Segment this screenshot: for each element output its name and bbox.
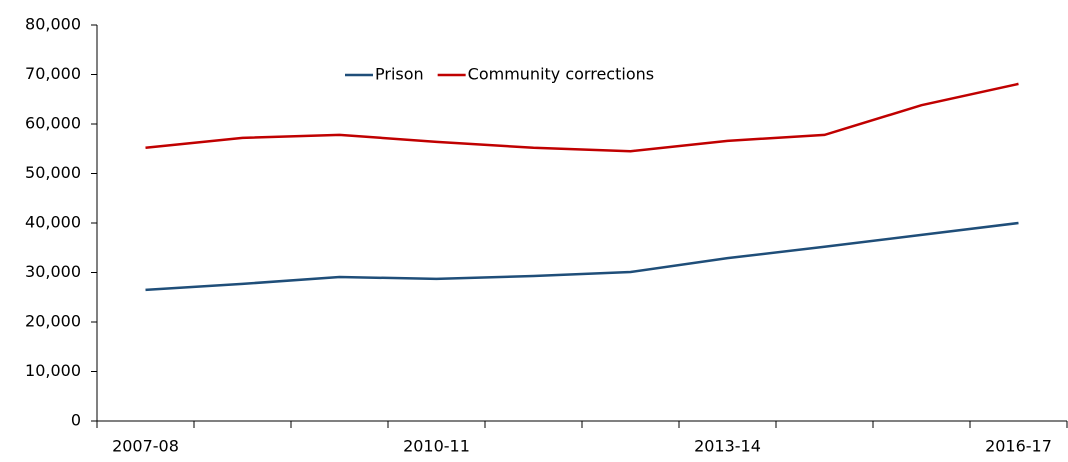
x-tick-label: 2007-08 <box>112 437 179 456</box>
y-tick-label: 80,000 <box>25 15 81 34</box>
y-tick-label: 30,000 <box>25 262 81 281</box>
y-tick-label: 70,000 <box>25 64 81 83</box>
y-tick-label: 20,000 <box>25 312 81 331</box>
y-tick-label: 60,000 <box>25 114 81 133</box>
y-tick-label: 0 <box>71 411 81 430</box>
y-tick-label: 40,000 <box>25 213 81 232</box>
x-tick-label: 2013-14 <box>694 437 761 456</box>
series-line <box>145 82 1019 153</box>
x-tick-label: 2016-17 <box>985 437 1052 456</box>
y-tick-label: 50,000 <box>25 163 81 182</box>
legend-label: Community corrections <box>468 65 654 84</box>
y-tick-label: 10,000 <box>25 361 81 380</box>
series-line <box>145 221 1019 292</box>
x-tick-label: 2010-11 <box>403 437 470 456</box>
legend-label: Prison <box>375 65 424 84</box>
